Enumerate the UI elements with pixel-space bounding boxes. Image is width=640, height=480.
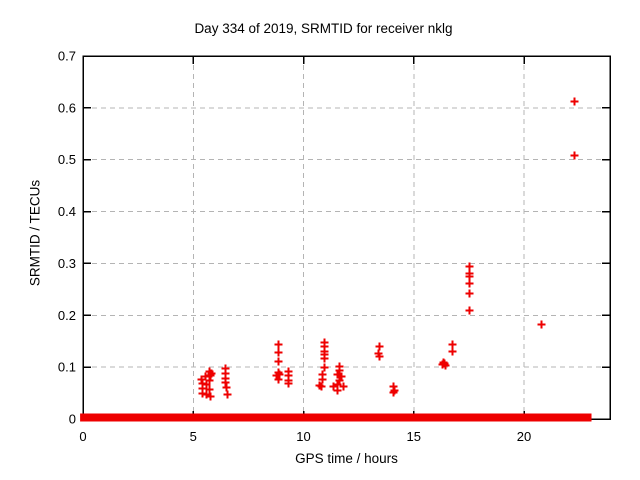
data-point-marker [274, 357, 283, 366]
data-point-marker [223, 390, 232, 399]
plot-border [82, 55, 611, 420]
x-tick-label: 0 [79, 429, 86, 444]
data-point-marker [537, 320, 546, 329]
data-point-marker [390, 386, 399, 395]
data-point-marker [465, 272, 474, 281]
data-point-marker [206, 392, 215, 401]
data-point-marker [207, 369, 216, 378]
data-point-marker [274, 340, 283, 349]
data-point-marker [375, 342, 384, 351]
x-tick-label: 20 [517, 429, 531, 444]
data-point-marker [222, 383, 231, 392]
y-tick-label: 0.3 [58, 256, 76, 271]
x-tick-label: 5 [190, 429, 197, 444]
chart-title: Day 334 of 2019, SRMTID for receiver nkl… [194, 21, 453, 36]
zero-value-band [466, 413, 592, 422]
zero-value-band [192, 413, 207, 422]
zero-value-band [136, 413, 199, 422]
zero-value-band [224, 413, 329, 422]
data-point-marker [448, 340, 457, 349]
zero-value-band [124, 413, 143, 422]
data-point-marker [465, 306, 474, 315]
data-point-marker [205, 385, 214, 394]
data-point-marker [441, 361, 450, 370]
y-tick-label: 0.4 [58, 204, 76, 219]
y-tick-label: 0.1 [58, 360, 76, 375]
zero-value-band [322, 413, 372, 422]
x-tick-label: 15 [407, 429, 421, 444]
data-point-marker [274, 375, 283, 384]
data-point-marker [274, 348, 283, 357]
zero-value-band [80, 413, 101, 422]
data-point-marker [375, 352, 384, 361]
data-point-marker [318, 375, 327, 384]
data-point-marker [333, 386, 342, 395]
y-tick-label: 0.2 [58, 308, 76, 323]
x-tick-label: 10 [296, 429, 310, 444]
data-point-marker [570, 97, 579, 106]
y-tick-label: 0 [69, 412, 76, 427]
data-point-marker [465, 279, 474, 288]
data-point-marker [465, 262, 474, 271]
x-axis-label: GPS time / hours [295, 451, 398, 466]
data-point-marker [337, 372, 346, 381]
data-point-marker [448, 347, 457, 356]
zero-value-band [94, 413, 131, 422]
zero-value-band [201, 413, 230, 422]
data-point-marker [570, 151, 579, 160]
data-point-marker [339, 382, 348, 391]
y-tick-label: 0.7 [58, 49, 76, 64]
zero-value-band [365, 413, 472, 422]
data-point-marker [465, 289, 474, 298]
data-point-marker [320, 363, 329, 372]
data-point-marker [320, 354, 329, 363]
data-point-marker [284, 379, 293, 388]
y-tick-label: 0.5 [58, 152, 76, 167]
data-point-marker [335, 366, 344, 375]
data-point-marker [317, 382, 326, 391]
y-tick-label: 0.6 [58, 100, 76, 115]
